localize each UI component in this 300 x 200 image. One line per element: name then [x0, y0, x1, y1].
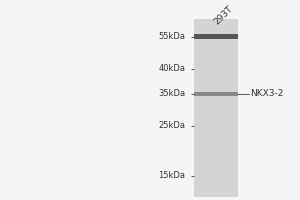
Text: 15kDa: 15kDa [158, 171, 185, 180]
Bar [194, 19, 238, 197]
Text: NKX3-2: NKX3-2 [250, 89, 284, 98]
Bar [194, 92, 238, 96]
Text: 293T: 293T [213, 4, 235, 26]
Text: 55kDa: 55kDa [158, 32, 185, 41]
Bar [194, 34, 238, 39]
Text: 40kDa: 40kDa [158, 64, 185, 73]
Text: 35kDa: 35kDa [158, 89, 185, 98]
Text: 25kDa: 25kDa [158, 121, 185, 130]
